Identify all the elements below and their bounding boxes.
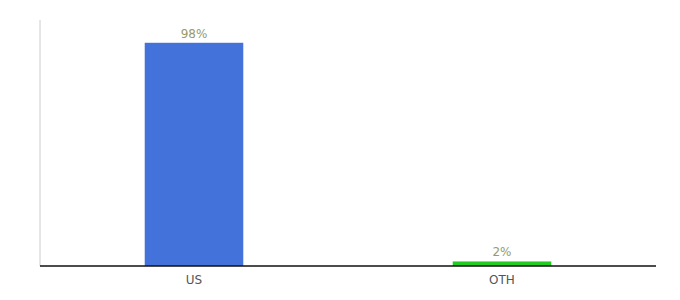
x-axis-line <box>40 265 656 267</box>
x-tick-label: US <box>186 273 202 287</box>
y-axis-line <box>40 20 41 266</box>
chart: US OTH 98% 2% <box>0 0 680 300</box>
chart-container: US OTH 98% 2% <box>0 0 680 300</box>
bars <box>145 43 552 266</box>
bar <box>145 43 244 266</box>
data-label: 2% <box>492 245 511 259</box>
data-label: 98% <box>181 27 208 41</box>
x-tick-label: OTH <box>489 273 515 287</box>
